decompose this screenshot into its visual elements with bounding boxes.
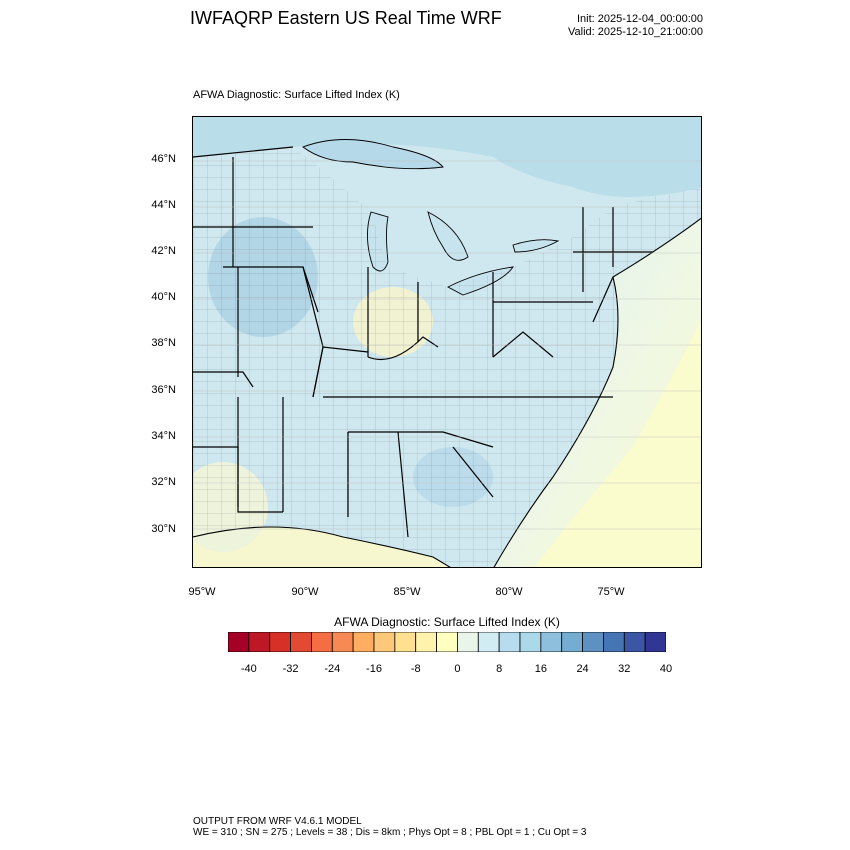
colorbar-swatch (582, 632, 604, 652)
colorbar-swatch (331, 632, 354, 652)
lat-label-44: 44°N (151, 199, 176, 211)
colorbar-tick-label: 0 (454, 663, 461, 675)
colorbar (228, 632, 666, 652)
gulf-field (193, 527, 450, 567)
graticule (193, 160, 701, 530)
colorbar-swatch (311, 632, 333, 652)
page-title: IWFAQRP Eastern US Real Time WRF (190, 8, 502, 28)
init-time: Init: 2025-12-04_00:00:00 (577, 13, 703, 25)
colorbar-swatch (373, 632, 396, 652)
lat-label-34: 34°N (151, 430, 176, 442)
atlantic-yellow-field (534, 320, 701, 567)
lat-label-36: 36°N (151, 384, 176, 396)
north-field (193, 117, 701, 197)
colorbar-swatch (561, 632, 583, 652)
colorbar-swatch (457, 632, 479, 652)
colorbar-swatch (290, 632, 312, 652)
colorbar-swatch (415, 632, 437, 652)
colorbar-swatch (498, 632, 521, 652)
lake-huron (427, 211, 469, 261)
colorbar-swatch (228, 632, 250, 652)
plot-field-label: AFWA Diagnostic: Surface Lifted Index (K… (193, 89, 400, 101)
colorbar-tick-label: -16 (366, 663, 382, 675)
colorbar-tick-label: -32 (282, 663, 299, 675)
colorbar-tick-label: -40 (240, 663, 257, 675)
footer-config-line: WE = 310 ; SN = 275 ; Levels = 38 ; Dis … (193, 827, 587, 838)
lake-ontario (512, 239, 560, 253)
lon-label-95: 95°W (188, 586, 216, 598)
valid-time: Valid: 2025-12-10_21:00:00 (568, 26, 703, 38)
state-borders (193, 146, 653, 538)
colorbar-title: AFWA Diagnostic: Surface Lifted Index (K… (334, 615, 560, 629)
colorbar-tick-label: -24 (324, 663, 341, 675)
lon-label-90: 90°W (291, 586, 319, 598)
lat-label-30: 30°N (151, 523, 176, 535)
colorbar-swatch (623, 632, 646, 652)
lat-label-42: 42°N (151, 245, 176, 257)
colorbar-swatch (248, 632, 271, 652)
lat-label-40: 40°N (151, 291, 176, 303)
colorbar-tick-label: 16 (534, 663, 547, 675)
colorbar-swatch (644, 632, 666, 652)
colorbar-tick-label: 40 (659, 663, 673, 675)
east-coast-line (493, 217, 701, 567)
lon-label-85: 85°W (393, 586, 421, 598)
lat-label-46: 46°N (151, 153, 176, 165)
colorbar-swatch (352, 632, 375, 652)
lat-label-32: 32°N (151, 476, 176, 488)
colorbar-tick-label: 32 (618, 663, 631, 675)
colorbar-tick-label: -8 (410, 663, 421, 675)
map-image (193, 117, 701, 567)
lat-label-38: 38°N (151, 337, 176, 349)
colorbar-swatch (540, 632, 563, 652)
colorbar-swatch (269, 632, 291, 652)
lon-label-80: 80°W (495, 586, 523, 598)
colorbar-tick-label: 24 (576, 663, 589, 675)
colorbar-swatch (603, 632, 625, 652)
colorbar-swatch (436, 632, 458, 652)
footer-model-line: OUTPUT FROM WRF V4.6.1 MODEL (193, 816, 362, 827)
map-panel (192, 116, 702, 568)
lake-superior (302, 139, 444, 170)
colorbar-swatch (477, 632, 500, 652)
lon-label-75: 75°W (597, 586, 625, 598)
colorbar-tick-label: 8 (496, 663, 503, 675)
colorbar-swatch (394, 632, 417, 652)
colorbar-swatch (519, 632, 542, 652)
